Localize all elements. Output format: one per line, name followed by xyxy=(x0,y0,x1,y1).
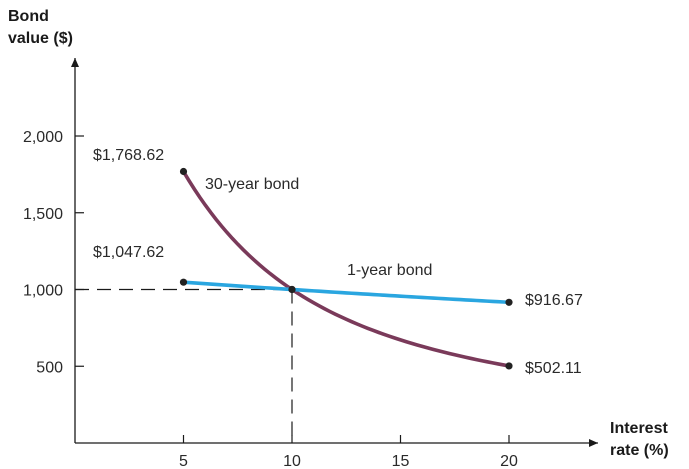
x-tick-label: 5 xyxy=(179,453,188,469)
annotation-label: 1-year bond xyxy=(347,262,432,279)
y-tick-label: 1,000 xyxy=(23,283,63,300)
x-axis-title: Interest rate (%) xyxy=(610,420,669,459)
y-axis-title-line: value ($) xyxy=(8,30,73,47)
annotation-label: $916.67 xyxy=(525,292,583,309)
x-axis-title-line: rate (%) xyxy=(610,442,669,459)
annotation-label: $1,768.62 xyxy=(93,147,164,164)
data-point xyxy=(288,285,296,294)
data-point xyxy=(505,362,513,370)
y-axis-title: Bond value ($) xyxy=(8,8,73,47)
data-point xyxy=(179,167,188,176)
data-point xyxy=(505,298,513,306)
x-tick-label: 15 xyxy=(392,453,410,469)
annotation-label: $1,047.62 xyxy=(93,244,164,261)
annotation-label: $502.11 xyxy=(525,360,582,377)
x-axis-title-line: Interest xyxy=(610,420,668,437)
y-axis-title-line: Bond xyxy=(8,8,49,25)
y-tick-label: 2,000 xyxy=(23,129,63,146)
annotation-label: 30-year bond xyxy=(205,176,299,193)
x-tick-label: 10 xyxy=(283,453,301,469)
curve-30-year-bond xyxy=(181,169,511,368)
data-point xyxy=(179,278,188,286)
x-tick-label: 20 xyxy=(500,453,518,469)
y-tick-label: 1,500 xyxy=(23,206,63,223)
y-tick-label: 500 xyxy=(36,359,63,376)
curve-1-year-bond xyxy=(181,280,511,305)
